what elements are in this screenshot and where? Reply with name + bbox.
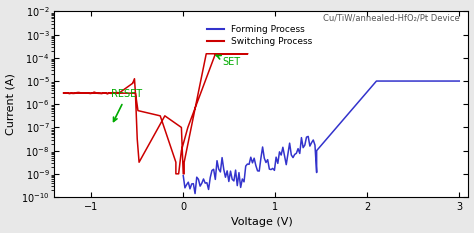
Text: SET: SET	[216, 55, 240, 67]
Text: Cu/TiW/annealed-HfO₂/Pt Device: Cu/TiW/annealed-HfO₂/Pt Device	[323, 13, 460, 22]
Text: RESET: RESET	[111, 89, 143, 121]
Legend: Forming Process, Switching Process: Forming Process, Switching Process	[204, 21, 316, 49]
X-axis label: Voltage (V): Voltage (V)	[230, 217, 292, 227]
Y-axis label: Current (A): Current (A)	[6, 73, 16, 135]
